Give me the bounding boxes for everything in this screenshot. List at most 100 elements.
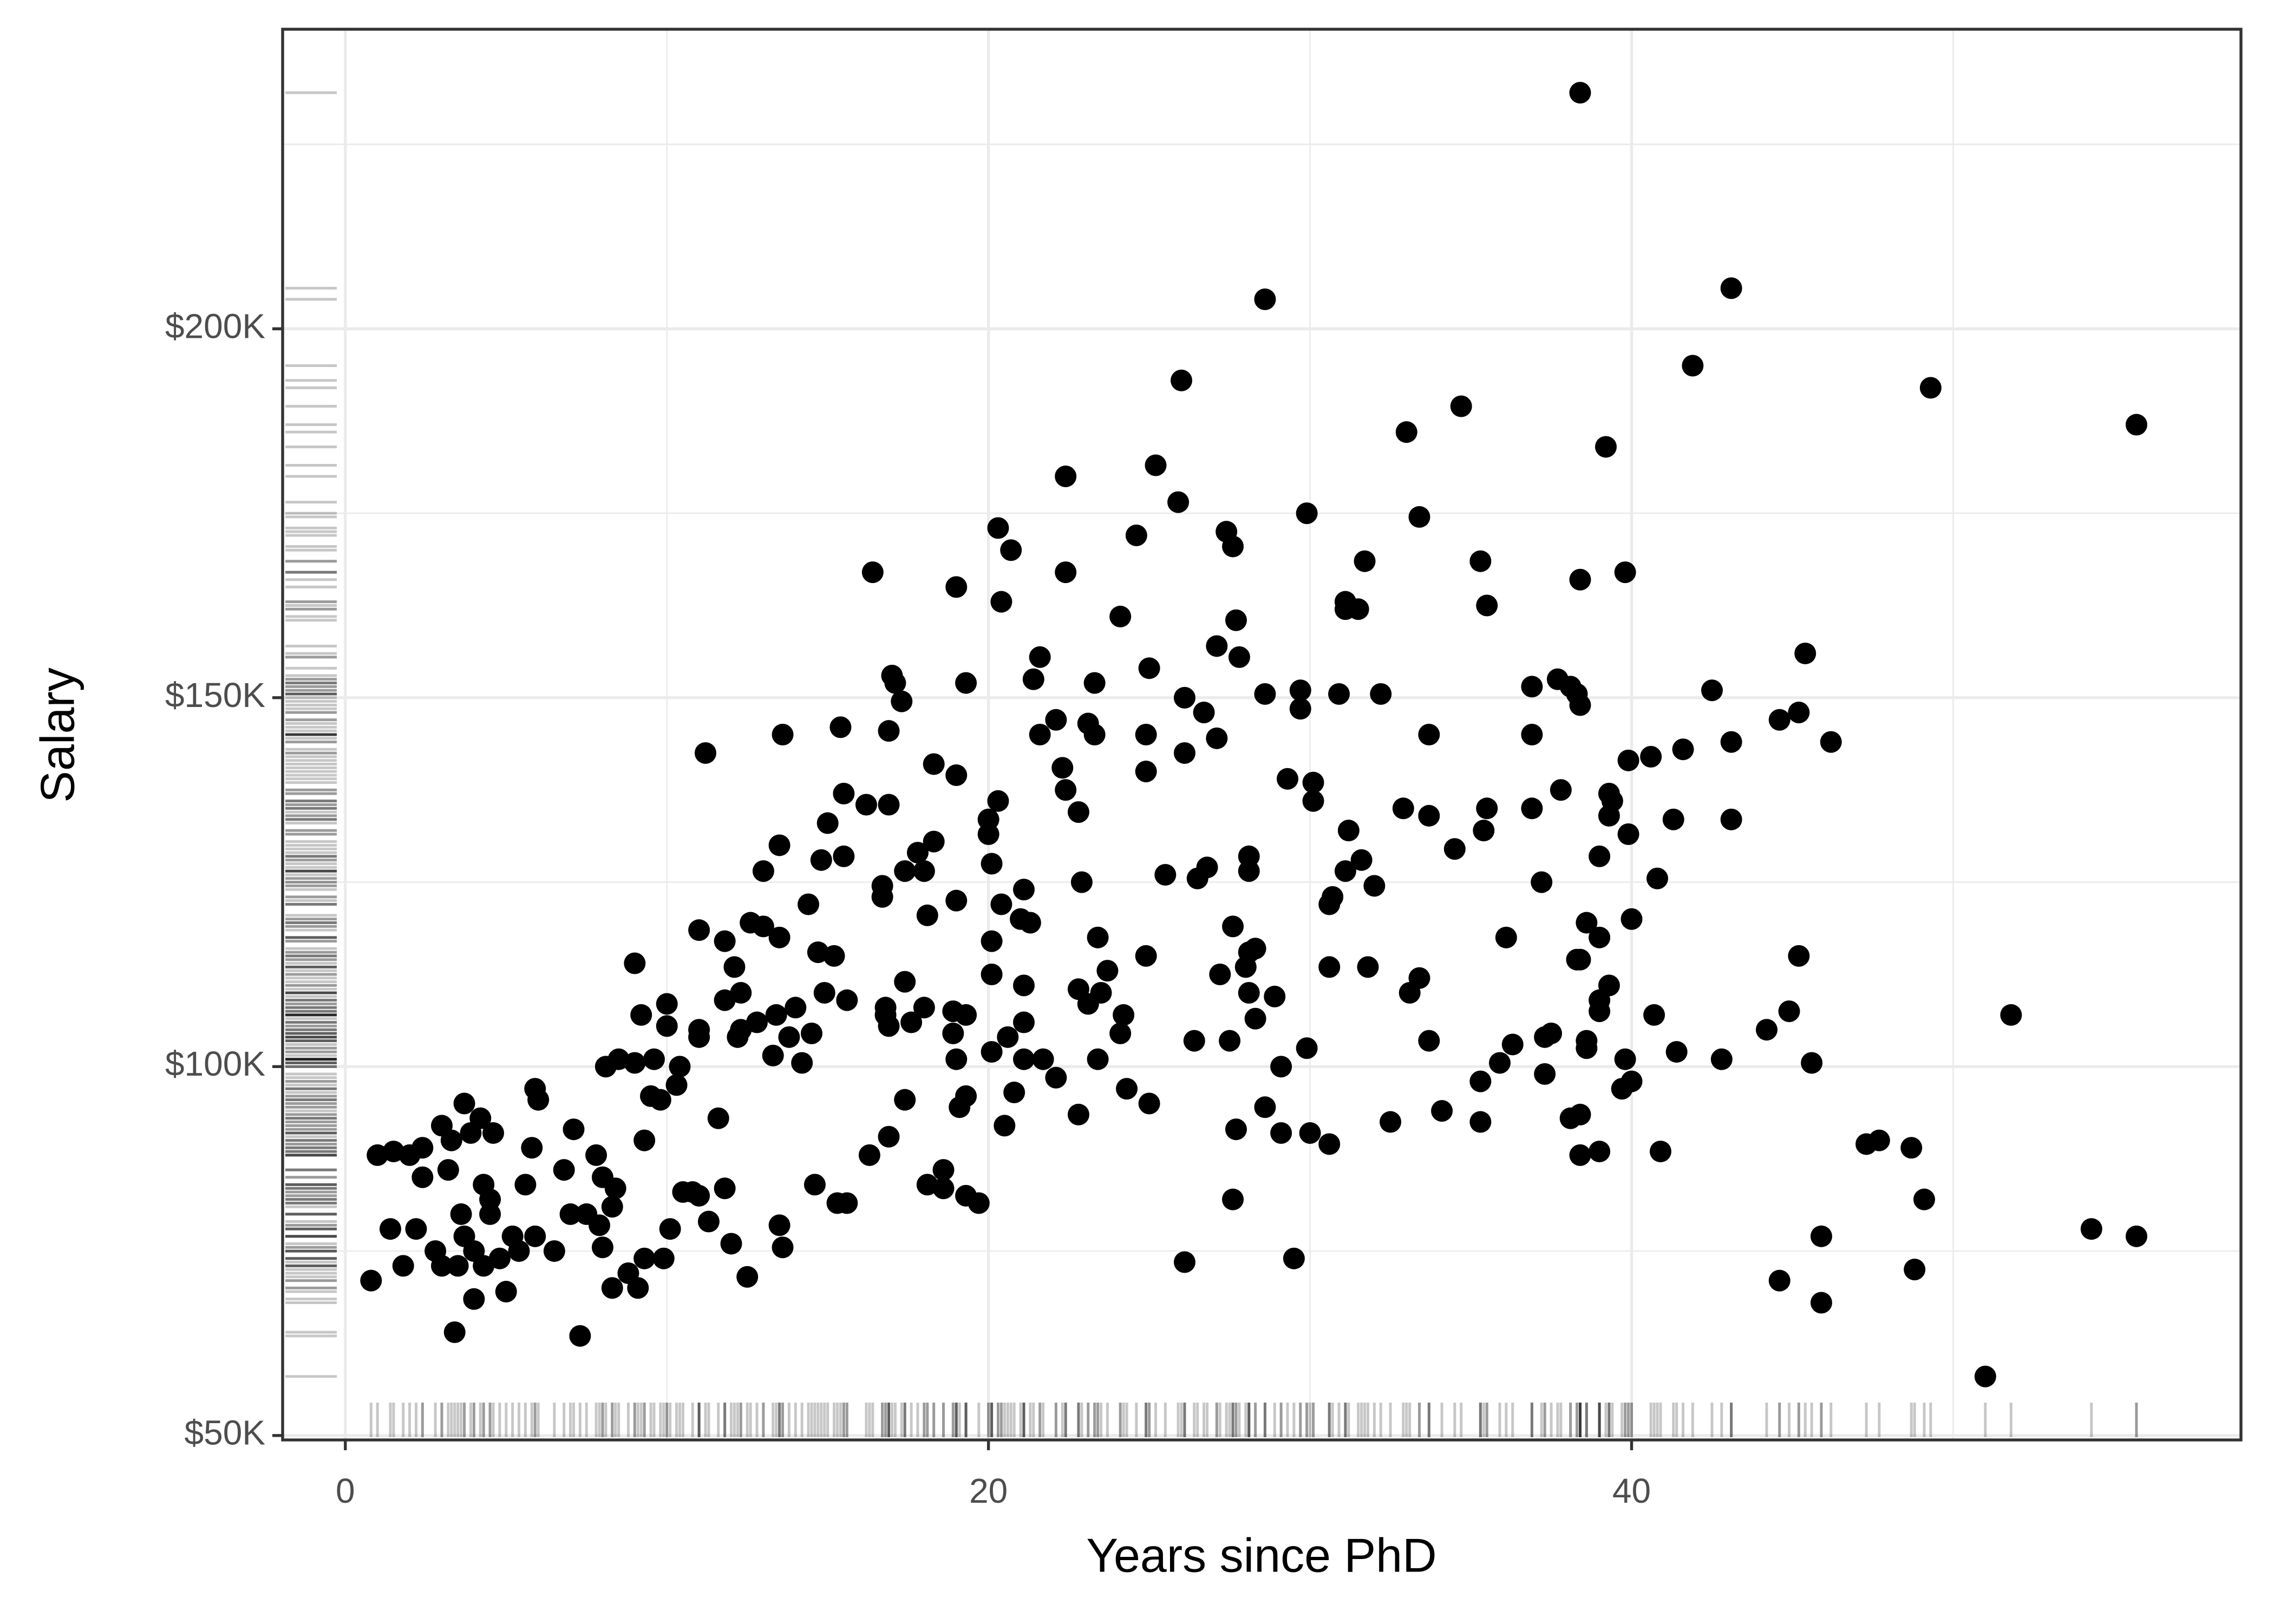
point bbox=[945, 576, 968, 598]
point bbox=[514, 1174, 537, 1196]
point bbox=[1254, 288, 1276, 310]
point bbox=[1392, 797, 1414, 820]
point bbox=[765, 1004, 787, 1026]
point bbox=[884, 672, 906, 694]
point bbox=[360, 1269, 382, 1292]
point bbox=[1501, 1033, 1524, 1056]
point bbox=[1193, 702, 1215, 724]
y-tick-label: $200K bbox=[165, 306, 265, 345]
point bbox=[1755, 1019, 1778, 1041]
point bbox=[1012, 1011, 1035, 1033]
point bbox=[1354, 550, 1376, 572]
point bbox=[669, 1056, 691, 1078]
point bbox=[878, 794, 900, 816]
point bbox=[1125, 524, 1147, 546]
point bbox=[829, 716, 852, 738]
point bbox=[1090, 982, 1112, 1004]
point bbox=[778, 1026, 800, 1048]
point bbox=[543, 1240, 565, 1262]
x-tick-label: 0 bbox=[336, 1471, 355, 1510]
point bbox=[1489, 1052, 1511, 1074]
point bbox=[1569, 1144, 1591, 1166]
point bbox=[994, 1115, 1016, 1137]
point bbox=[913, 997, 935, 1019]
point bbox=[1640, 745, 1662, 768]
point bbox=[1012, 879, 1035, 901]
point bbox=[1701, 679, 1723, 702]
point bbox=[1370, 683, 1392, 705]
point bbox=[1222, 915, 1244, 938]
point bbox=[955, 1085, 977, 1107]
y-axis-title: Salary bbox=[30, 667, 84, 802]
point bbox=[589, 1214, 611, 1236]
point bbox=[1087, 1048, 1109, 1070]
point bbox=[1720, 808, 1742, 830]
point bbox=[1055, 561, 1077, 584]
point bbox=[746, 1011, 768, 1033]
point bbox=[836, 1192, 858, 1214]
point bbox=[798, 893, 820, 915]
point bbox=[379, 1218, 401, 1240]
point bbox=[894, 860, 916, 882]
y-tick-label: $150K bbox=[165, 676, 265, 715]
y-tick-label: $50K bbox=[185, 1413, 265, 1452]
point bbox=[553, 1159, 575, 1181]
point bbox=[1096, 960, 1119, 982]
point bbox=[730, 982, 752, 1004]
point bbox=[1566, 948, 1588, 971]
point bbox=[1904, 1259, 1926, 1281]
point bbox=[987, 790, 1009, 812]
point bbox=[878, 720, 900, 742]
point bbox=[1289, 679, 1311, 702]
point bbox=[1408, 506, 1430, 528]
point bbox=[1087, 926, 1109, 948]
point bbox=[508, 1240, 530, 1262]
point bbox=[437, 1159, 459, 1181]
point bbox=[1264, 985, 1286, 1007]
point bbox=[1720, 731, 1742, 753]
point bbox=[1299, 1122, 1321, 1144]
point bbox=[1070, 871, 1093, 893]
point bbox=[1710, 1048, 1733, 1070]
point bbox=[688, 919, 710, 941]
point bbox=[1473, 820, 1495, 842]
point bbox=[932, 1177, 955, 1200]
y-tick-label: $100K bbox=[165, 1044, 265, 1083]
point bbox=[1000, 539, 1022, 561]
point bbox=[1083, 672, 1106, 694]
point bbox=[1022, 668, 1044, 690]
point bbox=[1029, 724, 1051, 745]
point bbox=[1431, 1100, 1453, 1122]
point bbox=[1138, 1092, 1160, 1115]
point bbox=[945, 764, 968, 786]
point bbox=[1469, 550, 1492, 572]
points bbox=[360, 82, 2147, 1387]
point bbox=[1296, 1037, 1318, 1059]
point bbox=[923, 830, 945, 853]
point bbox=[968, 1192, 990, 1214]
point bbox=[1450, 395, 1472, 417]
point bbox=[945, 889, 968, 912]
point bbox=[955, 672, 977, 694]
point bbox=[1810, 1225, 1832, 1247]
point bbox=[1029, 646, 1051, 668]
panel-border bbox=[281, 28, 2243, 1442]
point bbox=[1589, 1141, 1611, 1163]
point bbox=[752, 915, 774, 938]
point bbox=[1173, 742, 1195, 764]
point bbox=[1614, 561, 1636, 584]
point bbox=[440, 1129, 462, 1151]
point bbox=[772, 1236, 794, 1259]
point bbox=[1238, 845, 1260, 867]
point bbox=[772, 724, 794, 745]
point bbox=[813, 982, 835, 1004]
point bbox=[1206, 727, 1228, 749]
point bbox=[1296, 502, 1318, 525]
point bbox=[907, 842, 929, 864]
point bbox=[1328, 683, 1350, 705]
point bbox=[987, 517, 1009, 539]
point bbox=[833, 845, 855, 867]
point bbox=[1443, 838, 1466, 860]
point bbox=[1135, 945, 1157, 967]
